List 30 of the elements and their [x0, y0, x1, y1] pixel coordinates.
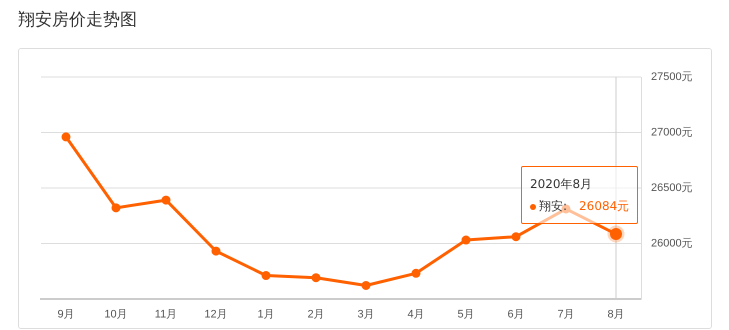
y-tick-label: 27500元 [651, 71, 693, 84]
data-label: 26084元 [579, 199, 630, 214]
point [462, 236, 470, 245]
x-tick-label: 9月 [57, 308, 75, 320]
point [162, 196, 170, 205]
text: 翔安: [539, 199, 568, 214]
x-tick-label: 3月 [357, 308, 375, 320]
x-tick-label: 11月 [154, 308, 178, 320]
point [512, 232, 520, 242]
point [112, 203, 120, 212]
point [262, 271, 270, 280]
annotation: 2020年8月 [530, 176, 594, 194]
y-tick-label: 27000元 [651, 126, 693, 138]
point [312, 273, 320, 282]
point [412, 268, 420, 278]
x-tick-label: 2月 [307, 308, 325, 320]
x-tick-label: 10月 [104, 308, 128, 320]
point [62, 132, 70, 142]
x-tick-label: 5月 [457, 308, 475, 320]
x-tick-label: 1月 [257, 308, 275, 320]
y-tick-label: 26500元 [651, 182, 693, 194]
y-tick-label: 26000元 [651, 237, 693, 250]
x-tick-label: 7月 [557, 308, 575, 320]
x-tick-label: 12月 [204, 308, 228, 320]
x-tick-label: 6月 [507, 308, 525, 320]
x-tick-label: 4月 [407, 308, 425, 320]
x-tick-label: 8月 [607, 308, 625, 320]
chart-title: 翔安房价走势图 [18, 9, 137, 31]
point [212, 246, 220, 256]
point [362, 280, 370, 290]
